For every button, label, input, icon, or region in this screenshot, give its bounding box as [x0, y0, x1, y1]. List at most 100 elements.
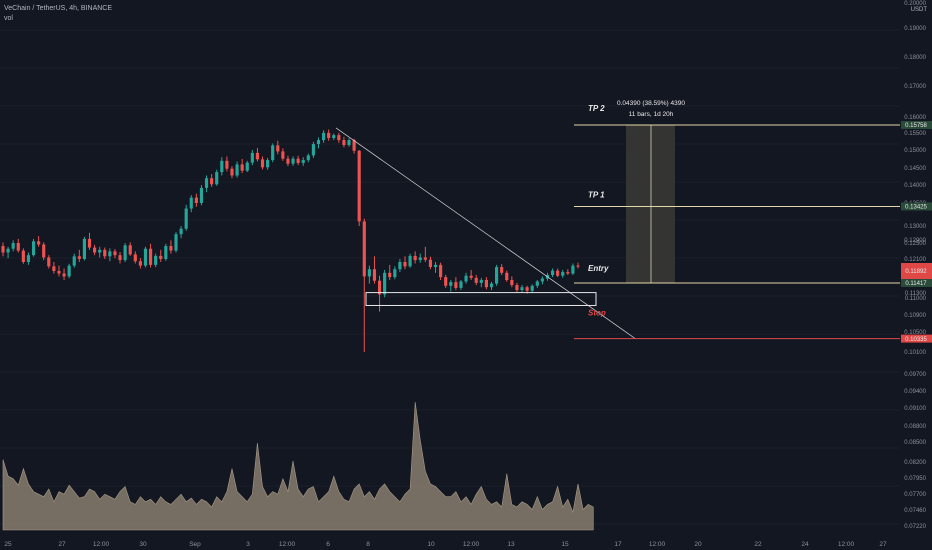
price-tick: 0.20000 — [904, 1, 926, 7]
candle-body — [342, 140, 346, 146]
candle-body — [67, 265, 71, 277]
candle-body — [82, 238, 86, 259]
candle-body — [286, 158, 290, 164]
price-tick: 0.10900 — [904, 313, 926, 319]
candle-body — [321, 132, 326, 141]
price-tick: 0.18000 — [904, 55, 926, 61]
candle-body — [566, 272, 570, 274]
price-tick: 0.08200 — [904, 460, 926, 466]
descending-trendline[interactable] — [335, 127, 636, 339]
candle-body — [118, 255, 122, 261]
support-box[interactable] — [365, 292, 597, 306]
candle-body — [306, 155, 310, 161]
symbol-title[interactable]: VeChain / TetherUS, 4h, BINANCE — [4, 5, 113, 12]
candle-body — [138, 261, 142, 266]
candle-body — [316, 140, 321, 145]
time-tick: 8 — [366, 541, 370, 548]
price-tick: 0.19000 — [904, 26, 926, 32]
candle-body — [561, 272, 565, 276]
candle-body — [367, 269, 371, 277]
candle-body — [444, 277, 448, 286]
candle-body — [154, 255, 158, 265]
price-tick: 0.08500 — [904, 440, 926, 446]
measure-box[interactable] — [626, 124, 675, 283]
candle-body — [525, 287, 529, 291]
time-tick: 12:00 — [279, 541, 296, 548]
price-tick: 0.14500 — [904, 166, 926, 172]
candle-body — [449, 282, 453, 286]
price-tick: 0.08800 — [904, 424, 926, 430]
candle-body — [388, 272, 392, 278]
time-tick: 12:00 — [463, 541, 480, 548]
price-badge-text: 0.11892 — [905, 269, 927, 275]
candle-body — [266, 160, 270, 168]
drawings-layer[interactable]: TP 2 TP 1 Entry Stop 0.04390 (38.59%) 4390 11… — [335, 100, 900, 340]
time-tick: 27 — [58, 541, 66, 548]
price-badge-text: 0.11417 — [905, 281, 927, 287]
candle-body — [327, 132, 331, 139]
candle-body — [16, 243, 20, 251]
candle-body — [230, 168, 234, 176]
candle-body — [464, 275, 468, 282]
candle-body — [479, 280, 483, 283]
candle-body — [123, 245, 127, 261]
price-tick: 0.13000 — [904, 224, 926, 230]
price-tick: 0.07460 — [904, 508, 926, 514]
candlestick-series — [1, 129, 580, 352]
currency-label: USDT — [911, 7, 928, 13]
candle-body — [1, 246, 5, 253]
candle-body — [245, 162, 249, 171]
candle-body — [357, 150, 361, 222]
candle-body — [332, 135, 336, 139]
stop-label: Stop — [588, 308, 606, 317]
candle-body — [301, 160, 305, 163]
time-tick: 22 — [754, 541, 762, 548]
candle-body — [530, 285, 534, 291]
measure-price-label: 0.04390 (38.59%) 4390 — [617, 100, 685, 107]
price-tick: 0.10100 — [904, 350, 926, 356]
candle-body — [540, 278, 544, 282]
volume-indicator-label[interactable]: vol — [4, 15, 13, 22]
candle-body — [62, 273, 66, 277]
candle-body — [489, 283, 494, 288]
time-tick: 30 — [139, 541, 147, 548]
volume-series — [2, 401, 594, 531]
candle-body — [215, 172, 219, 185]
time-tick: 20 — [694, 541, 702, 548]
time-tick: 6 — [326, 541, 330, 548]
candle-body — [383, 272, 387, 295]
candle-body — [469, 275, 473, 278]
candle-body — [194, 197, 198, 203]
price-tick: 0.15000 — [904, 148, 926, 154]
candle-body — [515, 285, 519, 291]
time-tick: 15 — [561, 541, 569, 548]
candle-body — [184, 208, 188, 229]
price-tick: 0.15500 — [904, 131, 926, 137]
candle-body — [296, 158, 300, 163]
time-axis[interactable]: 25 27 12:00 30 Sep 3 12:00 6 8 10 12:00 13 15 17 12:00… — [4, 541, 887, 548]
time-tick: Sep — [189, 541, 201, 548]
candle-body — [474, 277, 478, 283]
candle-body — [179, 228, 183, 235]
candle-body — [26, 255, 31, 262]
price-tick: 0.10500 — [904, 330, 926, 336]
candle-body — [225, 160, 229, 169]
price-tick: 0.07220 — [904, 524, 926, 530]
price-tick: 0.16000 — [904, 115, 926, 121]
candle-body — [413, 255, 417, 261]
time-tick: 27 — [879, 541, 887, 548]
candle-body — [428, 259, 433, 268]
candle-body — [372, 269, 377, 281]
candle-body — [362, 221, 366, 277]
candle-body — [108, 251, 112, 257]
candle-body — [98, 249, 102, 253]
candle-body — [576, 265, 580, 267]
candle-body — [556, 270, 560, 276]
price-badge-text: 0.10335 — [905, 337, 927, 343]
candle-body — [143, 248, 148, 266]
candle-body — [113, 251, 117, 256]
time-tick: 3 — [246, 541, 250, 548]
price-tick: 0.12100 — [904, 257, 926, 263]
